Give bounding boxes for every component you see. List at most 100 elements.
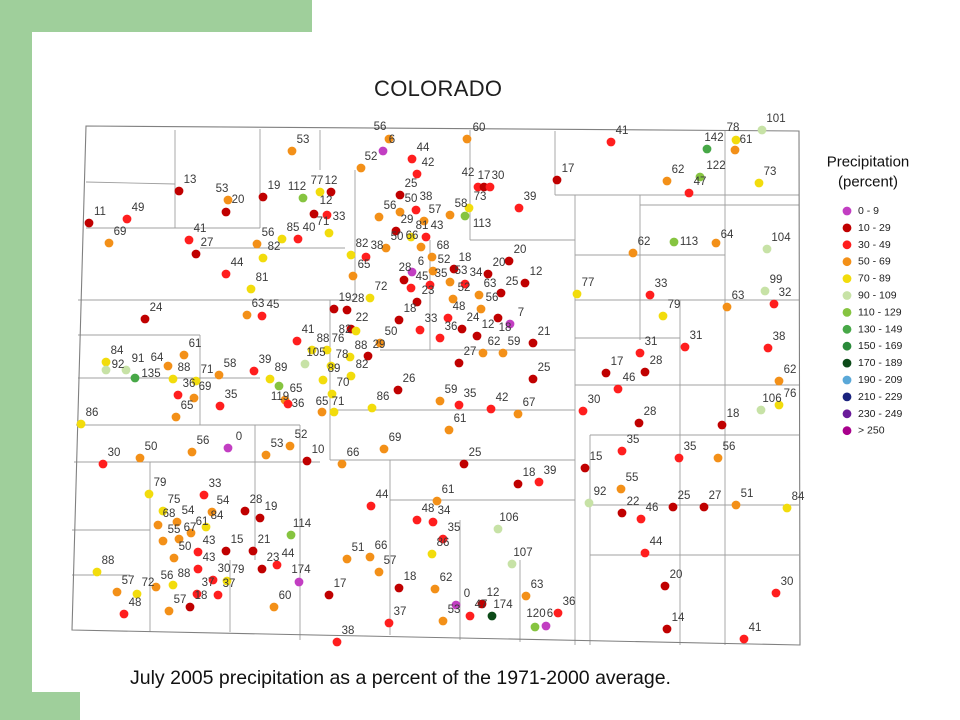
station-dot bbox=[493, 524, 503, 534]
station-dot bbox=[144, 489, 154, 499]
station-label: 20 bbox=[232, 194, 245, 206]
station-label: 82 bbox=[268, 241, 281, 253]
station-label: 15 bbox=[231, 534, 244, 546]
legend-swatch bbox=[842, 223, 852, 233]
station-label: 65 bbox=[181, 400, 194, 412]
station-dot bbox=[179, 350, 189, 360]
station-label: 85 bbox=[287, 222, 300, 234]
station-label: 47 bbox=[475, 599, 488, 611]
station-dot bbox=[193, 564, 203, 574]
station-dot bbox=[711, 238, 721, 248]
station-dot bbox=[215, 401, 225, 411]
station-label: 56 bbox=[161, 570, 174, 582]
station-dot bbox=[222, 576, 232, 586]
station-dot bbox=[322, 210, 332, 220]
station-dot bbox=[640, 548, 650, 558]
station-dot bbox=[438, 534, 448, 544]
station-label: 17 bbox=[562, 163, 575, 175]
station-label: 72 bbox=[375, 281, 388, 293]
station-label: 48 bbox=[422, 503, 435, 515]
station-dot bbox=[374, 212, 384, 222]
station-dot bbox=[140, 314, 150, 324]
station-label: 17 bbox=[478, 170, 491, 182]
station-label: 18 bbox=[195, 590, 208, 602]
station-dot bbox=[635, 348, 645, 358]
station-dot bbox=[199, 490, 209, 500]
station-dot bbox=[513, 479, 523, 489]
station-dot bbox=[121, 365, 131, 375]
station-label: 53 bbox=[455, 265, 468, 277]
station-label: 27 bbox=[464, 346, 477, 358]
station-dot bbox=[119, 609, 129, 619]
station-label: 15 bbox=[590, 451, 603, 463]
legend-swatch bbox=[842, 324, 852, 334]
station-label: 57 bbox=[174, 594, 187, 606]
station-label: 86 bbox=[377, 391, 390, 403]
legend-swatch bbox=[842, 274, 852, 283]
station-label: 54 bbox=[182, 505, 195, 517]
station-label: 10 bbox=[312, 444, 325, 456]
station-dot bbox=[337, 459, 347, 469]
station-dot bbox=[760, 286, 770, 296]
station-dot bbox=[432, 496, 442, 506]
station-label: 42 bbox=[462, 167, 475, 179]
station-label: 25 bbox=[538, 362, 551, 374]
station-dot bbox=[287, 146, 297, 156]
station-dot bbox=[348, 271, 358, 281]
station-label: 22 bbox=[356, 312, 369, 324]
station-label: 12 bbox=[530, 266, 543, 278]
legend-label: 110 - 129 bbox=[858, 306, 902, 318]
station-dot bbox=[771, 588, 781, 598]
station-label: 84 bbox=[211, 510, 224, 522]
station-dot bbox=[221, 269, 231, 279]
station-label: 50 bbox=[391, 231, 404, 243]
station-label: 34 bbox=[438, 505, 451, 517]
station-dot bbox=[391, 226, 401, 236]
station-label: 81 bbox=[256, 272, 269, 284]
station-dot bbox=[421, 232, 431, 242]
station-label: 13 bbox=[184, 174, 197, 186]
station-dot bbox=[327, 389, 337, 399]
state-outline bbox=[71, 125, 801, 646]
station-dot bbox=[449, 264, 459, 274]
station-label: 41 bbox=[194, 223, 207, 235]
station-label: 19 bbox=[268, 180, 281, 192]
station-label: 79 bbox=[668, 299, 681, 311]
station-dot bbox=[662, 176, 672, 186]
station-label: 91 bbox=[132, 353, 145, 365]
station-label: 82 bbox=[339, 324, 352, 336]
station-label: 122 bbox=[706, 160, 725, 172]
station-dot bbox=[76, 419, 86, 429]
station-label: 25 bbox=[678, 490, 691, 502]
station-label: 27 bbox=[201, 237, 214, 249]
station-dot bbox=[695, 172, 705, 182]
station-label: 33 bbox=[333, 211, 346, 223]
station-label: 20 bbox=[514, 244, 527, 256]
station-label: 6 bbox=[418, 256, 424, 268]
station-label: 84 bbox=[792, 491, 805, 503]
station-label: 42 bbox=[496, 392, 509, 404]
station-dot bbox=[541, 621, 551, 631]
station-label: 77 bbox=[311, 175, 324, 187]
station-label: 119 bbox=[271, 391, 289, 403]
station-dot bbox=[258, 253, 268, 263]
station-dot bbox=[717, 420, 727, 430]
station-dot bbox=[395, 190, 405, 200]
station-label: 47 bbox=[694, 176, 707, 188]
station-label: 71 bbox=[332, 396, 345, 408]
station-dot bbox=[324, 228, 334, 238]
legend-swatch bbox=[842, 257, 852, 267]
station-label: 28 bbox=[352, 293, 365, 305]
station-dot bbox=[317, 407, 327, 417]
station-dot bbox=[261, 450, 271, 460]
station-label: 51 bbox=[741, 488, 754, 500]
slide-accent-bottom bbox=[32, 692, 80, 720]
station-dot bbox=[660, 581, 670, 591]
station-dot bbox=[356, 163, 366, 173]
station-dot bbox=[173, 390, 183, 400]
station-label: 25 bbox=[405, 178, 418, 190]
station-dot bbox=[342, 305, 352, 315]
station-dot bbox=[265, 374, 275, 384]
station-dot bbox=[782, 503, 792, 513]
station-dot bbox=[617, 446, 627, 456]
